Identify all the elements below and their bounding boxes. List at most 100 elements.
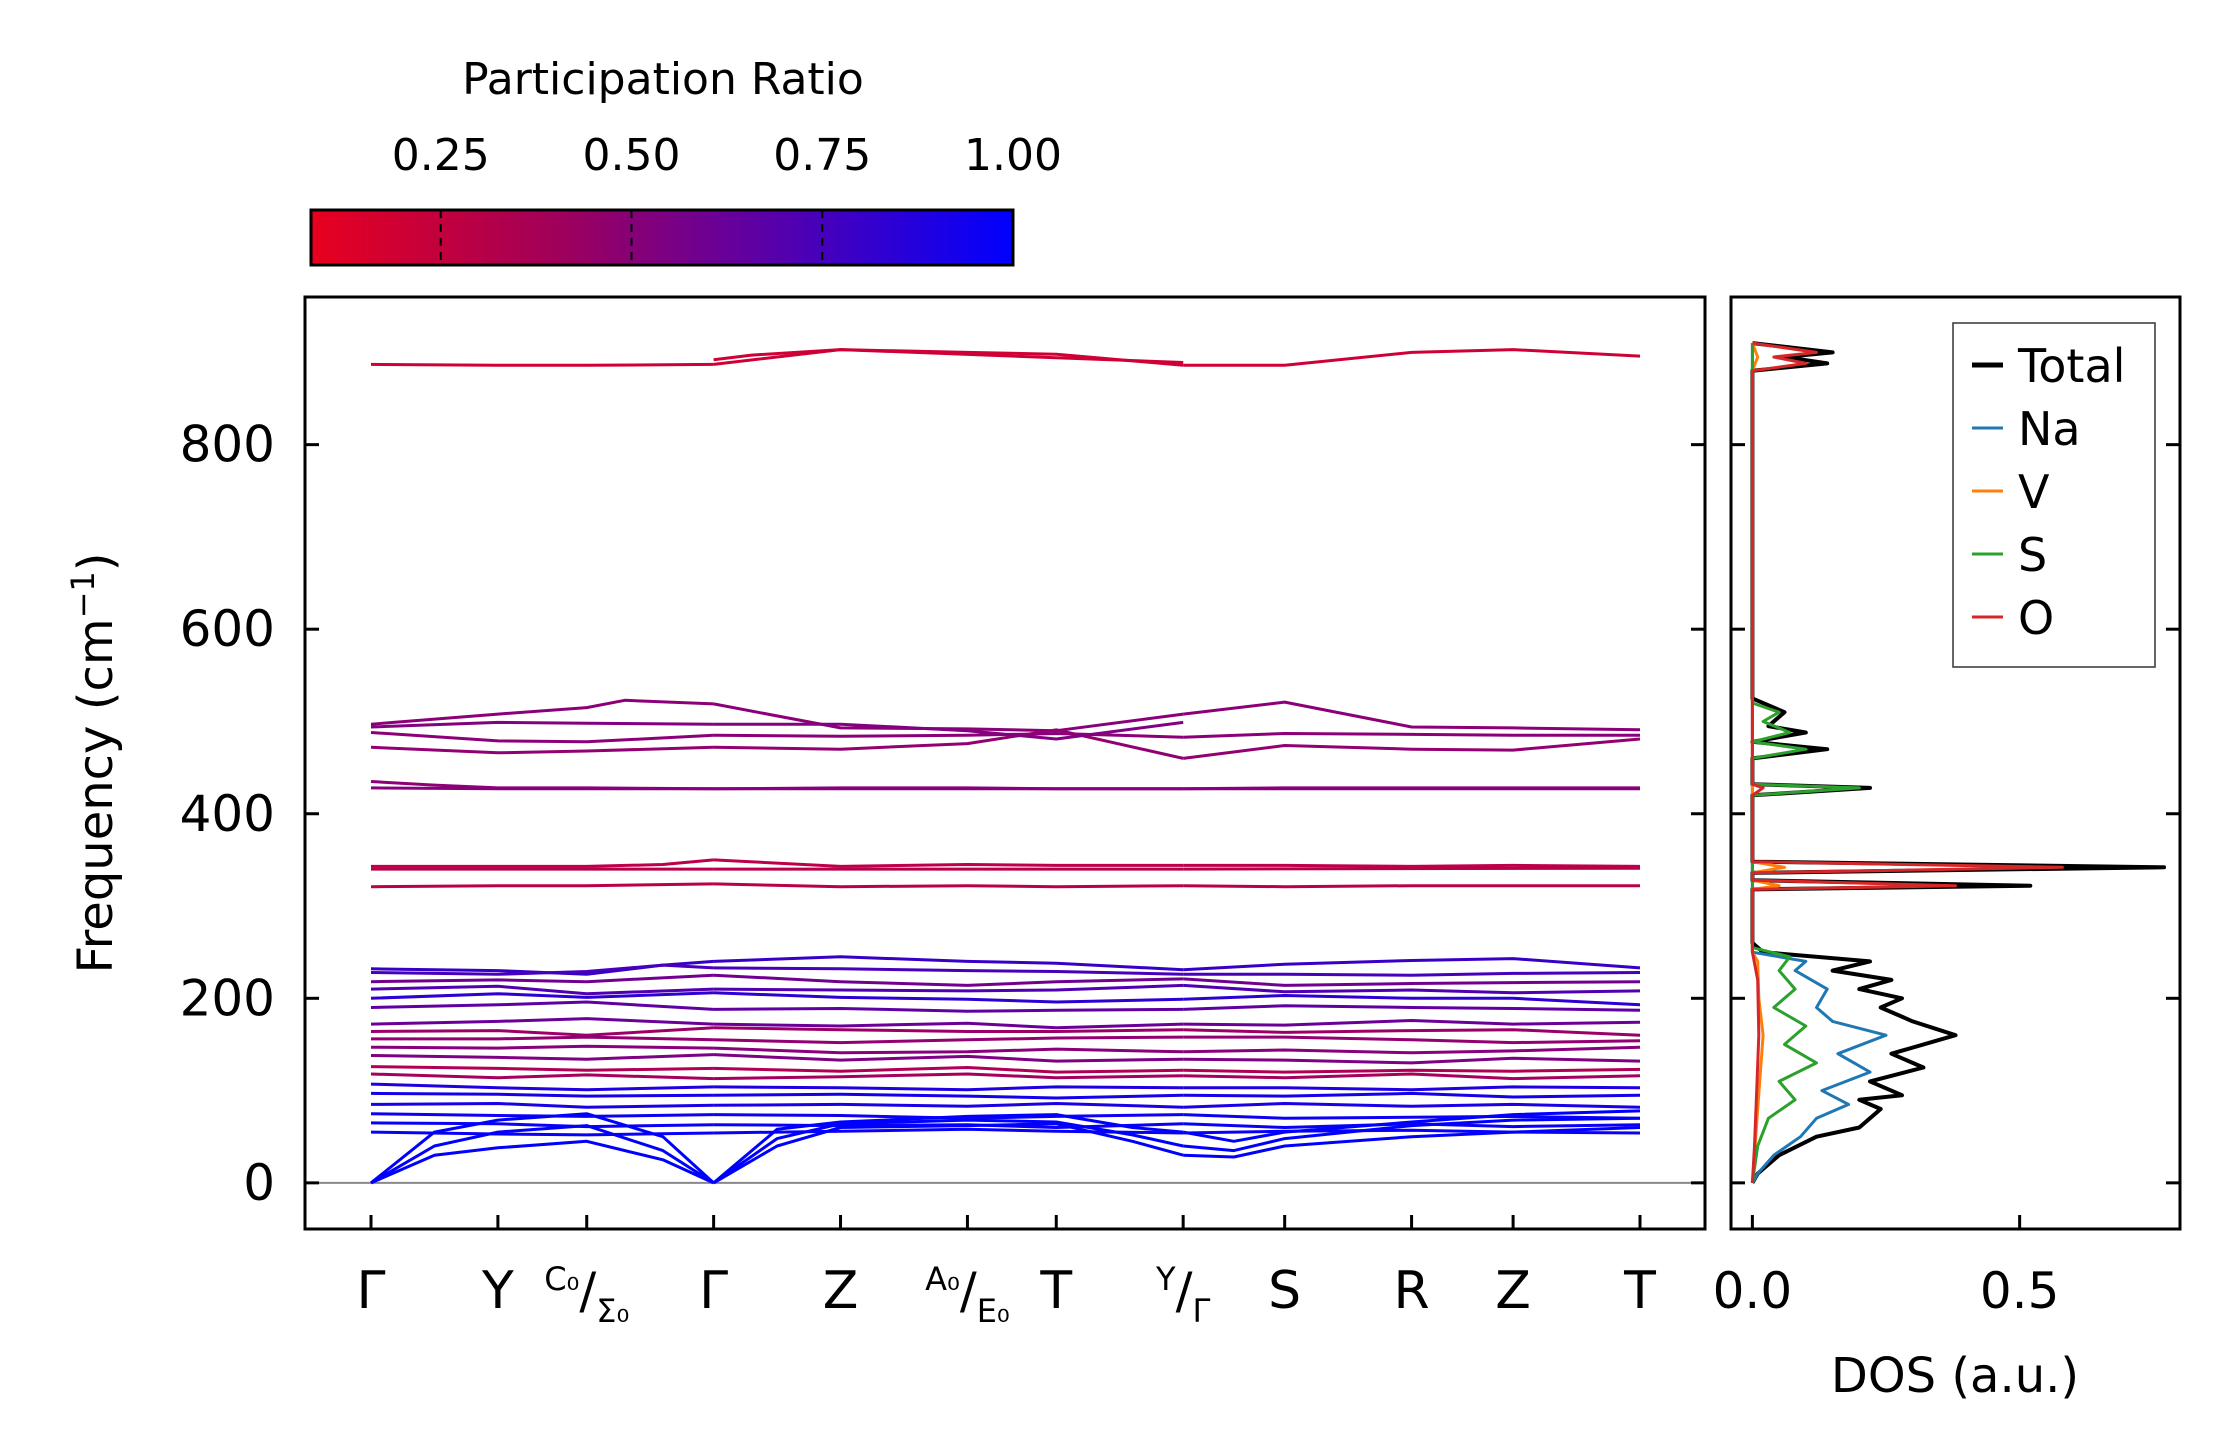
band-line-mid-485 [370, 731, 714, 744]
band-line-low-107 [370, 1082, 714, 1092]
kpoint-label: Y/Γ [1155, 1260, 1210, 1330]
kpoint-label: A₀/E₀ [925, 1260, 1010, 1330]
dos-legend: Total Na VSO [1952, 322, 2156, 668]
band-line-low-218 [370, 973, 714, 984]
legend-label-s: S [2018, 528, 2047, 582]
band-line-low-218 [713, 973, 1184, 987]
band-line-mid-497 [1183, 700, 1641, 732]
y-tick-label: 800 [180, 416, 275, 474]
band-line-low-210 [370, 984, 714, 996]
legend-label-na: Na [2018, 402, 2081, 456]
dos-x-axis-label: DOS (a.u.) [1831, 1348, 2079, 1404]
band-plot-frame [303, 295, 1707, 1231]
band-line-acoustic-1 [712, 1122, 1184, 1185]
band-line-acoustic-2 [1183, 1116, 1641, 1153]
dos-x-tick-label: 0.5 [1980, 1262, 2060, 1320]
band-line-low-65 [370, 1121, 714, 1129]
band-line-low-164 [713, 1026, 1184, 1033]
band-line-low-164 [370, 1026, 714, 1037]
band-line-acoustic-1 [1183, 1126, 1641, 1159]
dos-line-o [1750, 341, 2064, 1183]
kpoint-label: Z [1495, 1261, 1531, 1321]
band-line-low-55 [713, 1127, 1184, 1135]
band-line-low-55 [1183, 1128, 1641, 1135]
band-line-low-200 [370, 991, 714, 1000]
band-line-low-156 [713, 1035, 1184, 1045]
colorbar-tick-label: 0.50 [582, 130, 680, 181]
band-line-mid-497 [713, 702, 1184, 733]
band-line-acoustic-3 [712, 1113, 1184, 1185]
kpoint-label: T [1039, 1261, 1072, 1321]
band-line-low-138 [370, 1053, 714, 1061]
band-line-low-200 [1183, 994, 1641, 1007]
colorbar-tick-label: 0.25 [392, 130, 490, 181]
band-line-low-126 [1183, 1067, 1641, 1074]
band-line-low-147 [713, 1046, 1184, 1055]
band-line-low-118 [370, 1072, 714, 1081]
kpoint-label: R [1394, 1261, 1430, 1321]
legend-frame [1952, 322, 2156, 668]
colorbar-title: Participation Ratio [462, 54, 864, 105]
band-line-mid-472 [1183, 737, 1641, 760]
band-line-low-218 [1183, 977, 1641, 987]
dos-plot-frame [1729, 295, 2182, 1231]
dos-line-na [1750, 343, 1888, 1184]
kpoint-label: Y [481, 1261, 514, 1321]
band-line-low-228 [370, 963, 714, 976]
band-line-low-118 [1183, 1072, 1641, 1081]
band-line-mid-321 [1183, 884, 1640, 889]
kpoint-label: Z [823, 1261, 859, 1321]
y-tick-label: 200 [180, 969, 275, 1027]
dos-x-tick-label: 0.0 [1713, 1262, 1793, 1320]
kpoint-label: T [1623, 1261, 1656, 1321]
band-line-low-210 [713, 983, 1184, 993]
band-line-low-190 [370, 1000, 714, 1011]
band-line-optical-high-2 [713, 348, 1184, 364]
band-line-low-126 [370, 1065, 714, 1072]
band-line-low-172 [370, 1017, 714, 1026]
band-structure-panel: 0 200 400 600 800 Γ Y C₀/Σ₀ Γ Z A₀/E₀ T Y/Γ S R Z T Fre… [64, 295, 1707, 1330]
band-line-mid-343 [713, 858, 1184, 868]
colorbar-tick-label: 0.75 [773, 130, 871, 181]
band-line-mid-321 [713, 882, 1184, 889]
band-line-low-156 [371, 1035, 714, 1042]
band-line-low-138 [1183, 1056, 1641, 1065]
band-line-low-200 [713, 991, 1184, 1004]
dos-panel: 0.0 0.5 DOS (a.u.) Total Na VSO [1713, 295, 2182, 1404]
band-line-low-97 [713, 1092, 1184, 1100]
kpoint-label: Γ [699, 1261, 728, 1321]
band-line-mid-321 [370, 882, 714, 889]
band-line-low-75 [1183, 1113, 1641, 1120]
band-line-acoustic-3 [370, 1112, 715, 1185]
band-line-mid-494 [713, 720, 1184, 741]
band-line-low-118 [713, 1072, 1184, 1081]
band-line-low-190 [1183, 1004, 1641, 1012]
band-line-low-172 [713, 1021, 1184, 1030]
legend-label-v: V [2018, 465, 2050, 519]
band-line-mid-472 [713, 728, 1184, 760]
band-line-low-228 [713, 966, 1184, 976]
band-line-low-85 [370, 1102, 714, 1109]
band-line-low-190 [713, 1007, 1184, 1013]
band-line-mid-485 [713, 732, 1184, 739]
band-line-low-126 [713, 1066, 1184, 1074]
band-line-acoustic-1 [370, 1139, 715, 1185]
band-line-low-97 [370, 1091, 714, 1098]
band-line-mid-485 [1183, 732, 1640, 739]
band-line-low-107 [1183, 1085, 1641, 1092]
band-line-low-55 [370, 1130, 714, 1137]
kpoint-label: C₀/Σ₀ [544, 1260, 629, 1330]
band-line-low-97 [1183, 1091, 1641, 1099]
band-line-low-228 [1183, 971, 1641, 977]
band-line-optical-high [370, 362, 714, 367]
dos-line-s [1750, 343, 1861, 1184]
band-line-low-147 [370, 1044, 714, 1050]
band-line-mid-497 [370, 698, 714, 726]
kpoint-label: Γ [357, 1261, 386, 1321]
band-line-mid-343 [1183, 863, 1641, 868]
band-line-low-65 [1183, 1122, 1641, 1129]
band-line-low-232 [713, 955, 1184, 972]
band-line-mid-472 [370, 745, 714, 755]
colorbar-gradient [309, 208, 1015, 267]
